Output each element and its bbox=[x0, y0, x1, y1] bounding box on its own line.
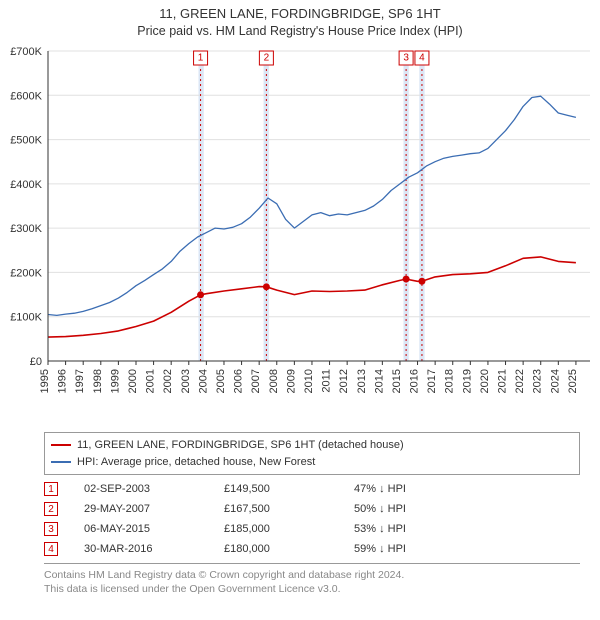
sale-comparison: 50% ↓ HPI bbox=[354, 503, 474, 515]
svg-text:2021: 2021 bbox=[497, 369, 509, 393]
svg-text:2022: 2022 bbox=[514, 369, 526, 393]
svg-text:2008: 2008 bbox=[268, 369, 280, 393]
svg-text:£100K: £100K bbox=[10, 312, 42, 324]
svg-text:2013: 2013 bbox=[356, 369, 368, 393]
svg-text:£300K: £300K bbox=[10, 223, 42, 235]
sale-row: 4 30-MAR-2016£180,00059% ↓ HPI bbox=[44, 539, 580, 559]
svg-text:2009: 2009 bbox=[285, 369, 297, 393]
legend: 11, GREEN LANE, FORDINGBRIDGE, SP6 1HT (… bbox=[44, 432, 580, 475]
footnote-line2: This data is licensed under the Open Gov… bbox=[44, 582, 580, 596]
svg-text:2016: 2016 bbox=[409, 369, 421, 393]
line-chart-svg: £0 £100K £200K £300K £400K £500K £600K £700K 199… bbox=[0, 41, 600, 426]
svg-text:2024: 2024 bbox=[549, 369, 561, 393]
sale-row: 3 06-MAY-2015£185,00053% ↓ HPI bbox=[44, 519, 580, 539]
svg-text:2005: 2005 bbox=[215, 369, 227, 393]
sale-date: 29-MAY-2007 bbox=[84, 503, 224, 515]
svg-text:2011: 2011 bbox=[321, 369, 333, 393]
legend-row: HPI: Average price, detached house, New … bbox=[51, 454, 573, 471]
svg-text:£400K: £400K bbox=[10, 179, 42, 191]
svg-text:2006: 2006 bbox=[233, 369, 245, 393]
svg-text:2002: 2002 bbox=[162, 369, 174, 393]
svg-text:£700K: £700K bbox=[10, 46, 42, 58]
svg-text:2015: 2015 bbox=[391, 369, 403, 393]
svg-text:1: 1 bbox=[198, 53, 204, 64]
sale-marker: 4 bbox=[44, 542, 58, 556]
svg-text:1998: 1998 bbox=[92, 369, 104, 393]
sale-price: £185,000 bbox=[224, 523, 354, 535]
svg-text:2025: 2025 bbox=[567, 369, 579, 393]
sale-marker: 3 bbox=[44, 522, 58, 536]
svg-text:1995: 1995 bbox=[39, 369, 51, 393]
legend-swatch bbox=[51, 444, 71, 446]
svg-text:2014: 2014 bbox=[373, 369, 385, 393]
svg-text:1996: 1996 bbox=[57, 369, 69, 393]
sale-row: 1 02-SEP-2003£149,50047% ↓ HPI bbox=[44, 479, 580, 499]
footnote-line1: Contains HM Land Registry data © Crown c… bbox=[44, 568, 580, 582]
sale-price: £180,000 bbox=[224, 543, 354, 555]
legend-swatch bbox=[51, 461, 71, 463]
sale-price: £167,500 bbox=[224, 503, 354, 515]
svg-text:2004: 2004 bbox=[197, 369, 209, 393]
svg-text:3: 3 bbox=[403, 53, 409, 64]
svg-text:2020: 2020 bbox=[479, 369, 491, 393]
chart-subtitle: Price paid vs. HM Land Registry's House … bbox=[0, 23, 600, 41]
svg-text:2003: 2003 bbox=[180, 369, 192, 393]
sale-date: 02-SEP-2003 bbox=[84, 483, 224, 495]
svg-text:2010: 2010 bbox=[303, 369, 315, 393]
svg-text:1997: 1997 bbox=[74, 369, 86, 393]
svg-text:£600K: £600K bbox=[10, 90, 42, 102]
legend-row: 11, GREEN LANE, FORDINGBRIDGE, SP6 1HT (… bbox=[51, 437, 573, 454]
sale-row: 2 29-MAY-2007£167,50050% ↓ HPI bbox=[44, 499, 580, 519]
chart-area: £0 £100K £200K £300K £400K £500K £600K £700K 199… bbox=[0, 41, 600, 426]
svg-text:2001: 2001 bbox=[145, 369, 157, 393]
svg-text:2018: 2018 bbox=[444, 369, 456, 393]
svg-text:1999: 1999 bbox=[109, 369, 121, 393]
sales-table: 1 02-SEP-2003£149,50047% ↓ HPI 2 29-MAY-200… bbox=[44, 479, 580, 559]
sale-comparison: 53% ↓ HPI bbox=[354, 523, 474, 535]
svg-text:£0: £0 bbox=[30, 356, 42, 368]
svg-text:2000: 2000 bbox=[127, 369, 139, 393]
sale-date: 06-MAY-2015 bbox=[84, 523, 224, 535]
svg-text:2017: 2017 bbox=[426, 369, 438, 393]
svg-text:2019: 2019 bbox=[461, 369, 473, 393]
sale-marker: 1 bbox=[44, 482, 58, 496]
svg-text:£500K: £500K bbox=[10, 135, 42, 147]
svg-text:£200K: £200K bbox=[10, 268, 42, 280]
sale-date: 30-MAR-2016 bbox=[84, 543, 224, 555]
svg-text:2012: 2012 bbox=[338, 369, 350, 393]
legend-label: 11, GREEN LANE, FORDINGBRIDGE, SP6 1HT (… bbox=[77, 437, 404, 454]
sale-price: £149,500 bbox=[224, 483, 354, 495]
svg-text:2: 2 bbox=[264, 53, 270, 64]
svg-text:4: 4 bbox=[419, 53, 425, 64]
footnote: Contains HM Land Registry data © Crown c… bbox=[44, 563, 580, 596]
legend-label: HPI: Average price, detached house, New … bbox=[77, 454, 315, 471]
sale-marker: 2 bbox=[44, 502, 58, 516]
sale-comparison: 47% ↓ HPI bbox=[354, 483, 474, 495]
svg-text:2023: 2023 bbox=[532, 369, 544, 393]
chart-title: 11, GREEN LANE, FORDINGBRIDGE, SP6 1HT bbox=[0, 0, 600, 23]
svg-text:2007: 2007 bbox=[250, 369, 262, 393]
sale-comparison: 59% ↓ HPI bbox=[354, 543, 474, 555]
